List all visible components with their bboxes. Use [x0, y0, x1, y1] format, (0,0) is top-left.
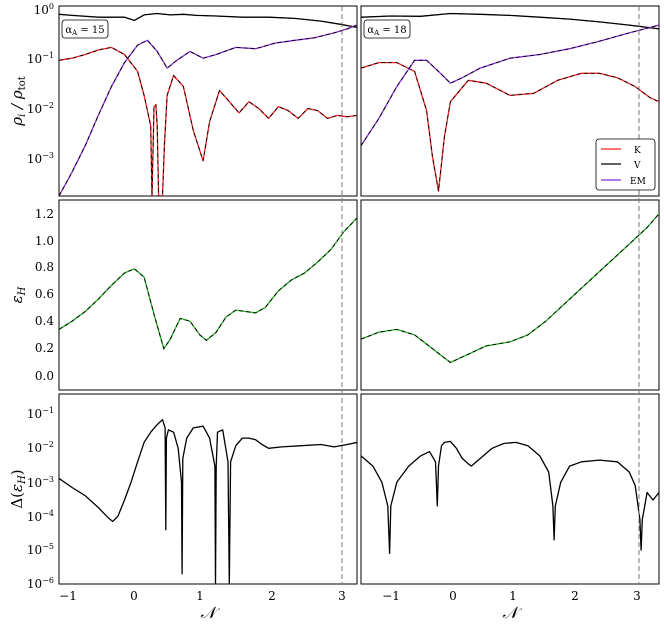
ylabel-epsilon-h: εH: [8, 286, 28, 303]
xtick-label: 3: [338, 589, 346, 603]
ytick-label: 1.0: [35, 234, 54, 248]
xtick-label: 0: [449, 589, 457, 603]
ytick-label: 10−2: [27, 101, 54, 116]
ytick-label: 10−1: [27, 51, 54, 66]
ytick-label: 10−3: [27, 151, 54, 166]
svg-text:αA = 15: αA = 15: [65, 25, 104, 37]
series-overlay-main-middle-left: [59, 217, 357, 350]
ytick-label: 0.2: [35, 341, 54, 355]
ytick-label: 10−2: [27, 440, 54, 455]
legend: K V EM: [595, 138, 656, 191]
ytick-label: 10−1: [27, 406, 54, 421]
ytick-label: 0.6: [35, 287, 54, 301]
plot-layer: [59, 12, 659, 584]
annotation-alpha-18: αA = 18: [363, 19, 411, 39]
ytick-label: 0.8: [35, 260, 54, 274]
xtick-label: −1: [382, 589, 400, 603]
xtick-label: 2: [268, 589, 276, 603]
xtick-label: 2: [571, 589, 579, 603]
series-overlay-em-top-right: [361, 24, 659, 146]
xtick-label: −1: [59, 589, 77, 603]
xtick-label: 3: [633, 589, 641, 603]
ylabel-delta-epsilon-h: Δ(εH): [8, 469, 28, 508]
series-line-main-bottom-right: [361, 440, 659, 555]
annotation-alpha-15: αA = 15: [61, 19, 109, 39]
ytick-label: 10−5: [27, 542, 54, 557]
ytick-label: 100: [34, 2, 54, 17]
legend-label-k: K: [634, 146, 641, 156]
xticks-right: −1 0 1 2 3: [382, 589, 641, 603]
ytick-label: 1.2: [35, 207, 54, 221]
ytick-label: 10−3: [27, 475, 54, 490]
ytick-label: 0.4: [35, 314, 54, 328]
xticks-left: −1 0 1 2 3: [59, 589, 346, 603]
series-overlay-k-top-left: [59, 46, 357, 196]
series-overlay-main-middle-right: [361, 213, 659, 364]
panel-bottom-right-frame: [360, 393, 660, 585]
series-overlay-v-top-left: [59, 13, 357, 28]
series-group-bottom-right: [361, 440, 659, 555]
series-group-middle-left: [59, 217, 357, 350]
xtick-label: 1: [509, 589, 517, 603]
series-overlay-v-top-right: [361, 13, 659, 30]
series-line-em-top-left: [59, 24, 357, 196]
xlabel-right: 𝒩: [502, 603, 522, 622]
panel-middle-left-frame: [58, 199, 358, 391]
panel-bottom-left-frame: [58, 393, 358, 585]
legend-label-em: EM: [630, 177, 646, 187]
panel-middle-right-frame: [360, 199, 660, 391]
yticks-top-left: 100 10−1 10−2 10−3: [27, 2, 54, 166]
series-group-bottom-left: [59, 419, 357, 584]
series-line-main-middle-left: [59, 217, 357, 350]
xlabel-left: 𝒩: [200, 603, 220, 622]
yticks-bottom-left: 10−1 10−2 10−3 10−4 10−5 10−6: [27, 406, 54, 591]
ytick-label: 0.0: [35, 369, 54, 383]
yticks-middle-left: 1.2 1.0 0.8 0.6 0.4 0.2 0.0: [35, 207, 54, 383]
panel-top-left-frame: [58, 5, 358, 197]
ytick-label: 10−4: [27, 509, 54, 524]
svg-text:αA = 18: αA = 18: [367, 25, 406, 37]
legend-label-v: V: [633, 161, 641, 171]
series-line-main-middle-right: [361, 213, 659, 364]
series-overlay-k-top-right: [361, 62, 659, 192]
series-overlay-em-top-left: [59, 24, 357, 196]
series-group-middle-right: [361, 213, 659, 364]
series-group-top-right: [361, 12, 659, 192]
xtick-label: 1: [196, 589, 204, 603]
ylabel-density-ratio: ρi / ρtot: [8, 76, 28, 127]
series-line-main-bottom-left: [59, 419, 357, 584]
series-line-em-top-right: [361, 24, 659, 147]
xtick-label: 0: [130, 589, 138, 603]
series-group-top-left: [59, 12, 357, 196]
series-line-k-top-left: [59, 46, 357, 196]
ytick-label: 10−6: [27, 576, 54, 591]
